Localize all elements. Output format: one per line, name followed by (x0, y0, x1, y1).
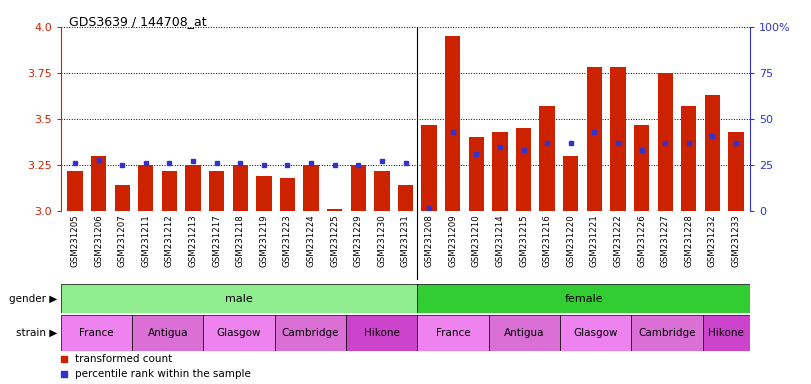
Bar (681, 106, 697, 211)
Text: Cambridge: Cambridge (281, 328, 339, 338)
Text: GSM231233: GSM231233 (732, 215, 740, 267)
Text: GSM231225: GSM231225 (330, 215, 339, 267)
Text: GSM231210: GSM231210 (472, 215, 481, 267)
Text: GSM231219: GSM231219 (260, 215, 268, 267)
Text: Antigua: Antigua (504, 328, 545, 338)
Text: Cambridge: Cambridge (638, 328, 696, 338)
Bar (705, 95, 720, 211)
Bar (611, 68, 625, 211)
Text: GSM231216: GSM231216 (543, 215, 551, 267)
Bar (280, 178, 295, 211)
Bar (634, 124, 650, 211)
Text: GSM231228: GSM231228 (684, 215, 693, 267)
Bar (61, 315, 132, 351)
Bar (138, 165, 153, 211)
Text: Hikone: Hikone (364, 328, 400, 338)
Text: GSM231217: GSM231217 (212, 215, 221, 267)
Text: male: male (225, 293, 253, 304)
Text: GSM231206: GSM231206 (94, 215, 103, 267)
Text: GSM231231: GSM231231 (401, 215, 410, 267)
Text: GSM231207: GSM231207 (118, 215, 127, 267)
Text: France: France (79, 328, 114, 338)
Bar (445, 36, 461, 211)
Bar (728, 132, 744, 211)
Bar (702, 315, 750, 351)
Text: transformed count: transformed count (75, 354, 172, 364)
Text: GSM231208: GSM231208 (425, 215, 434, 267)
Text: GSM231213: GSM231213 (188, 215, 198, 267)
Bar (418, 284, 750, 313)
Text: GSM231229: GSM231229 (354, 215, 363, 267)
Bar (631, 315, 702, 351)
Bar (233, 165, 248, 211)
Bar (61, 284, 418, 313)
Text: Hikone: Hikone (709, 328, 744, 338)
Text: GSM231223: GSM231223 (283, 215, 292, 267)
Text: GSM231205: GSM231205 (71, 215, 79, 267)
Text: GSM231209: GSM231209 (448, 215, 457, 267)
Bar (586, 68, 602, 211)
Bar (398, 185, 413, 211)
Text: GSM231220: GSM231220 (566, 215, 575, 267)
Text: percentile rank within the sample: percentile rank within the sample (75, 369, 251, 379)
Text: GSM231215: GSM231215 (519, 215, 528, 267)
Bar (560, 315, 631, 351)
Bar (256, 176, 272, 211)
Bar (350, 165, 366, 211)
Text: GSM231214: GSM231214 (496, 215, 504, 267)
Text: Glasgow: Glasgow (573, 328, 618, 338)
Bar (563, 156, 578, 211)
Text: GSM231211: GSM231211 (141, 215, 150, 267)
Text: GSM231230: GSM231230 (377, 215, 386, 267)
Text: GDS3639 / 144708_at: GDS3639 / 144708_at (69, 15, 207, 28)
Text: GSM231227: GSM231227 (661, 215, 670, 267)
Bar (161, 170, 177, 211)
Bar (658, 73, 673, 211)
Bar (327, 209, 342, 211)
Bar (275, 315, 346, 351)
Bar (469, 137, 484, 211)
Text: GSM231212: GSM231212 (165, 215, 174, 267)
Text: GSM231218: GSM231218 (236, 215, 245, 267)
Text: GSM231232: GSM231232 (708, 215, 717, 267)
Bar (186, 165, 200, 211)
Text: Antigua: Antigua (148, 328, 188, 338)
Bar (67, 170, 83, 211)
Text: GSM231222: GSM231222 (613, 215, 623, 267)
Bar (422, 124, 437, 211)
Text: gender ▶: gender ▶ (9, 293, 57, 304)
Bar (209, 170, 225, 211)
Text: GSM231226: GSM231226 (637, 215, 646, 267)
Text: GSM231221: GSM231221 (590, 215, 599, 267)
Bar (516, 128, 531, 211)
Bar (114, 185, 130, 211)
Text: Glasgow: Glasgow (217, 328, 261, 338)
Bar (418, 315, 489, 351)
Bar (91, 156, 106, 211)
Bar (132, 315, 204, 351)
Bar (303, 165, 319, 211)
Text: strain ▶: strain ▶ (15, 328, 57, 338)
Bar (492, 132, 508, 211)
Text: female: female (564, 293, 603, 304)
Text: GSM231224: GSM231224 (307, 215, 315, 267)
Bar (489, 315, 560, 351)
Bar (346, 315, 418, 351)
Bar (204, 315, 275, 351)
Bar (374, 170, 389, 211)
Text: France: France (436, 328, 470, 338)
Bar (539, 106, 555, 211)
